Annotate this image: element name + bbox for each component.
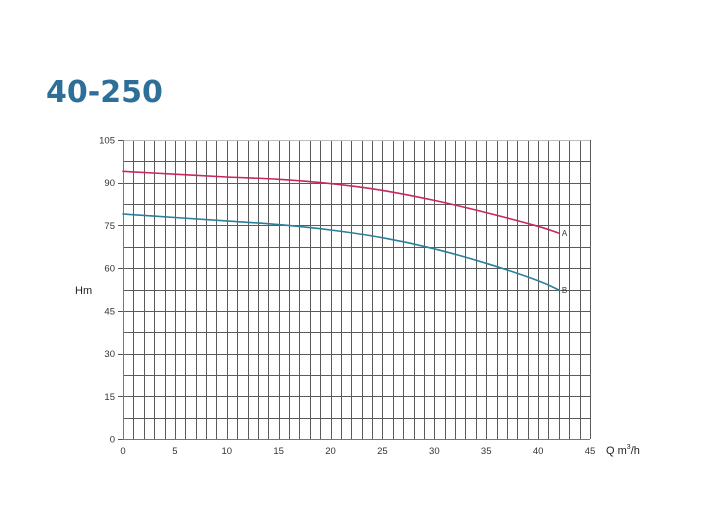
x-tick-label: 40 [533,446,544,457]
x-tick-label: 20 [325,446,336,457]
x-tick-label: 35 [481,446,492,457]
y-tick-label: 75 [104,221,115,232]
x-tick-label: 45 [585,446,596,457]
x-axis-ticks: 0 5 10 15 20 25 30 35 40 45 [120,446,595,457]
y-tick-label: 60 [104,264,115,275]
chart-title: 40-250 [46,75,163,110]
y-tick-label: 90 [104,178,115,189]
curve-b [122,213,560,291]
x-tick-label: 25 [377,446,388,457]
curve-label-b: B [562,286,567,295]
y-tick-label: 15 [104,392,115,403]
y-tick-label: 30 [104,349,115,360]
grid-lines [123,140,591,440]
x-tick-label: 30 [429,446,440,457]
x-tick-label: 5 [172,446,177,457]
y-axis-ticks: 0 15 30 45 60 75 90 105 [99,136,123,446]
x-axis-label-tail: /h [631,445,640,457]
series-curves: AB [122,170,568,295]
y-axis-label: Hm [75,285,92,297]
x-tick-label: 15 [273,446,284,457]
x-axis-label: Q m3/h [606,444,640,457]
curve-label-a: A [562,229,568,238]
x-tick-label: 10 [221,446,232,457]
axes [123,140,590,440]
x-axis-label-main: Q m [606,445,627,457]
x-tick-label: 0 [120,446,125,457]
y-tick-label: 105 [99,136,115,147]
y-tick-label: 0 [110,435,115,446]
x-axis-label-sup: 3 [627,444,631,451]
y-tick-label: 45 [104,306,115,317]
curve-a [122,170,560,234]
